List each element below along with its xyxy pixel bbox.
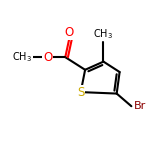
Text: O: O [64,26,74,39]
Text: CH$_3$: CH$_3$ [93,27,114,41]
Text: S: S [77,86,84,99]
Text: Br: Br [134,101,147,111]
Text: O: O [43,51,52,64]
Text: CH$_3$: CH$_3$ [12,50,32,64]
